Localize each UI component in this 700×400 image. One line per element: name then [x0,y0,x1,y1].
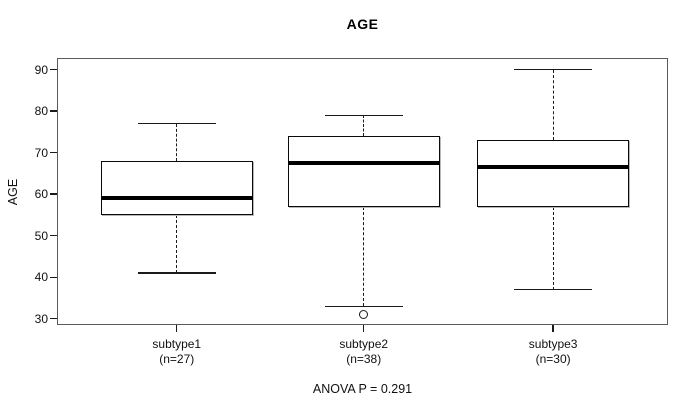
median-line [477,165,630,170]
group-n: (n=38) [346,352,382,366]
lower-whisker-cap [514,288,593,291]
group-name: subtype3 [528,337,578,351]
y-tick-mark [50,151,57,154]
group-name: subtype1 [152,337,202,351]
lower-whisker [363,206,365,307]
group-n: (n=30) [535,352,571,366]
y-tick-mark [50,110,57,112]
chart-title: AGE [346,16,379,32]
y-tick-label: 80 [34,104,48,119]
y-tick-label: 60 [34,187,48,202]
y-tick-mark [50,193,57,195]
iqr-box [100,160,253,215]
group-name: subtype2 [339,337,389,351]
y-tick-mark [50,276,57,278]
anova-footnote: ANOVA P = 0.291 [312,382,413,396]
lower-whisker [552,206,554,290]
y-tick-label: 30 [34,311,48,326]
group-label: subtype3 (n=30) [478,337,628,367]
group-label: subtype1 (n=27) [102,337,252,367]
median-line [287,161,440,166]
y-tick-label: 70 [34,145,48,160]
group-label: subtype2 (n=38) [289,337,439,367]
y-tick-mark [50,68,57,71]
upper-whisker [363,115,365,137]
y-tick-mark [50,318,57,320]
upper-whisker-cap [137,122,216,125]
iqr-box [287,136,440,207]
upper-whisker-cap [514,68,593,71]
outlier-point [359,310,369,320]
group-n: (n=27) [159,352,195,366]
x-tick-mark [363,325,365,332]
y-tick-label: 90 [34,62,48,77]
iqr-box [477,140,630,207]
y-tick-mark [50,235,57,237]
upper-whisker [176,123,178,161]
x-tick-mark [552,325,554,332]
lower-whisker-cap [137,272,216,274]
x-tick-mark [176,325,178,332]
upper-whisker-cap [324,114,403,117]
upper-whisker [552,69,554,141]
lower-whisker [176,214,178,274]
y-tick-label: 50 [34,228,48,243]
median-line [100,196,253,201]
lower-whisker-cap [324,305,403,308]
y-tick-label: 40 [34,270,48,285]
